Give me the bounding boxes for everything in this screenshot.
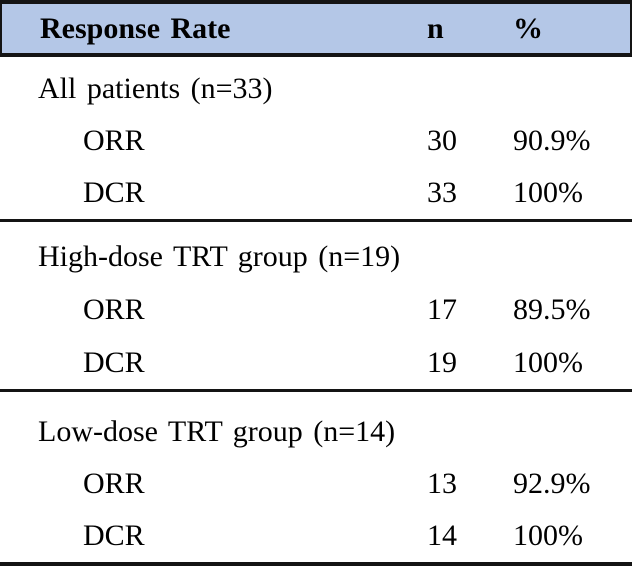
table-row: ORR 17 89.5% xyxy=(0,283,632,336)
percent-value: 92.9% xyxy=(513,467,591,500)
n-value: 19 xyxy=(427,345,457,379)
header-response-rate: Response Rate xyxy=(40,11,231,45)
table-row: ORR 30 90.9% xyxy=(0,115,632,167)
percent-value: 100% xyxy=(513,345,583,379)
n-value: 14 xyxy=(427,519,457,552)
group-label: Low-dose TRT group (n=14) xyxy=(38,415,396,448)
section-high-dose: High-dose TRT group (n=19) ORR 17 89.5% … xyxy=(0,222,632,392)
group-label-row: All patients (n=33) xyxy=(0,63,632,115)
group-label: All patients (n=33) xyxy=(38,72,273,105)
metric-label: ORR xyxy=(83,124,145,157)
metric-label: DCR xyxy=(83,176,145,209)
header-percent: % xyxy=(513,11,543,45)
metric-label: ORR xyxy=(83,467,145,500)
percent-value: 100% xyxy=(513,519,583,552)
n-value: 33 xyxy=(427,176,457,209)
n-value: 17 xyxy=(427,292,457,326)
table-row: DCR 19 100% xyxy=(0,336,632,389)
n-value: 13 xyxy=(427,467,457,500)
metric-label: DCR xyxy=(83,345,145,379)
group-label-row: High-dose TRT group (n=19) xyxy=(0,230,632,283)
group-label: High-dose TRT group (n=19) xyxy=(38,239,401,273)
table-row: ORR 13 92.9% xyxy=(0,458,632,510)
section-all-patients: All patients (n=33) ORR 30 90.9% DCR 33 … xyxy=(0,57,632,222)
percent-value: 100% xyxy=(513,176,583,209)
table-row: DCR 33 100% xyxy=(0,167,632,219)
metric-label: ORR xyxy=(83,292,145,326)
group-label-row: Low-dose TRT group (n=14) xyxy=(0,406,632,458)
percent-value: 90.9% xyxy=(513,124,591,157)
metric-label: DCR xyxy=(83,519,145,552)
table-header-row: Response Rate n % xyxy=(0,0,632,57)
n-value: 30 xyxy=(427,124,457,157)
section-low-dose: Low-dose TRT group (n=14) ORR 13 92.9% D… xyxy=(0,392,632,566)
header-n: n xyxy=(427,11,444,45)
percent-value: 89.5% xyxy=(513,292,591,326)
table-row: DCR 14 100% xyxy=(0,510,632,562)
